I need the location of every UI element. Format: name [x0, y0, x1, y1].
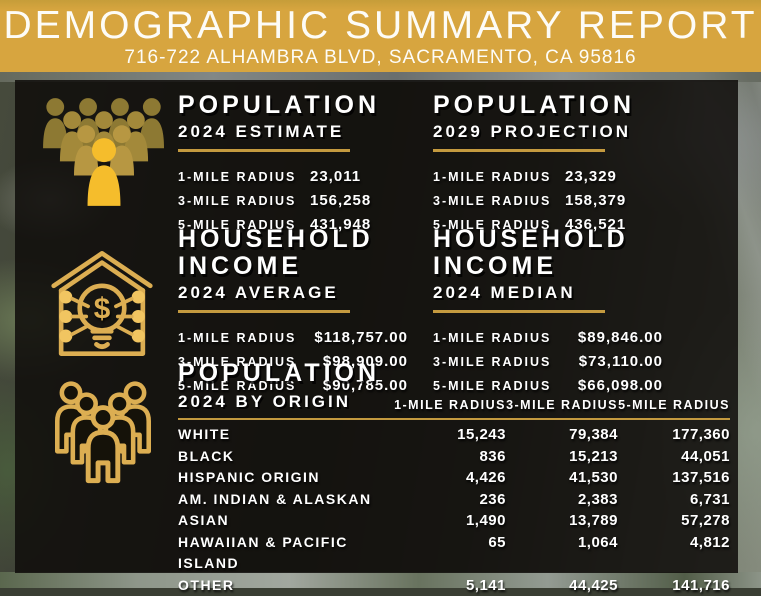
radius-value: $118,757.00 [310, 326, 408, 349]
origin-value-5mi: 137,516 [618, 467, 730, 489]
stat-row: 1-MILE RADIUS $118,757.00 [178, 326, 433, 350]
origin-label: AM. INDIAN & ALASKAN [178, 489, 394, 511]
table-row: ASIAN 1,490 13,789 57,278 [178, 510, 730, 532]
origin-value-1mi: 65 [394, 532, 506, 554]
origin-value-3mi: 2,383 [506, 489, 618, 511]
population-crowd-icon [29, 86, 179, 218]
column-header-3-mile: 3-MILE RADIUS [506, 398, 618, 412]
section-subtitle: 2024 AVERAGE [178, 283, 433, 303]
gold-divider [433, 149, 605, 152]
section-subtitle: 2024 ESTIMATE [178, 122, 433, 142]
origin-value-5mi: 177,360 [618, 424, 730, 446]
table-row: AM. INDIAN & ALASKAN 236 2,383 6,731 [178, 489, 730, 511]
origin-label: OTHER [178, 575, 394, 596]
household-income-house-bulb-icon: $ [29, 232, 175, 362]
radius-value: 156,258 [310, 189, 433, 212]
stat-row: 1-MILE RADIUS 23,329 [433, 165, 733, 189]
origin-value-3mi: 13,789 [506, 510, 618, 532]
origin-label: HAWAIIAN & PACIFIC ISLAND [178, 532, 394, 575]
origin-value-3mi: 79,384 [506, 424, 618, 446]
column-header-1-mile: 1-MILE RADIUS [394, 398, 506, 412]
origin-value-3mi: 44,425 [506, 575, 618, 596]
stat-row: 3-MILE RADIUS 158,379 [433, 189, 733, 213]
section-title: POPULATION [433, 92, 733, 119]
content-panel: $ POPULATION 2024 ESTIMATE 1-MILE RADIUS… [15, 80, 738, 573]
origin-value-5mi: 4,812 [618, 532, 730, 554]
table-row: HAWAIIAN & PACIFIC ISLAND 65 1,064 4,812 [178, 532, 730, 575]
section-subtitle: 2029 PROJECTION [433, 122, 733, 142]
origin-value-1mi: 836 [394, 446, 506, 468]
stat-row: 1-MILE RADIUS $89,846.00 [433, 326, 733, 350]
origin-value-1mi: 4,426 [394, 467, 506, 489]
radius-value: $89,846.00 [565, 326, 663, 349]
origin-value-5mi: 44,051 [618, 446, 730, 468]
column-header-5-mile: 5-MILE RADIUS [618, 398, 730, 412]
radius-label: 1-MILE RADIUS [433, 327, 565, 350]
origin-label: BLACK [178, 446, 394, 468]
origin-value-1mi: 236 [394, 489, 506, 511]
origin-value-1mi: 5,141 [394, 575, 506, 596]
radius-label: 3-MILE RADIUS [178, 190, 310, 213]
section-population-by-origin: POPULATION 2024 BY ORIGIN 1-MILE RADIUS … [178, 360, 730, 596]
section-subtitle: 2024 BY ORIGIN [178, 392, 394, 412]
section-title: POPULATION [178, 360, 730, 387]
origin-value-5mi: 57,278 [618, 510, 730, 532]
radius-label: 3-MILE RADIUS [433, 190, 565, 213]
radius-label: 1-MILE RADIUS [178, 327, 310, 350]
radius-label: 1-MILE RADIUS [433, 166, 565, 189]
svg-text:$: $ [94, 292, 111, 325]
table-row: BLACK 836 15,213 44,051 [178, 446, 730, 468]
radius-label: 1-MILE RADIUS [178, 166, 310, 189]
radius-value: 158,379 [565, 189, 733, 212]
section-population-2029-projection: POPULATION 2029 PROJECTION 1-MILE RADIUS… [433, 92, 733, 237]
origin-label: ASIAN [178, 510, 394, 532]
origin-table: WHITE 15,243 79,384 177,360 BLACK 836 15… [178, 424, 730, 596]
population-origin-group-icon [39, 364, 167, 502]
gold-divider [178, 149, 350, 152]
origin-value-1mi: 1,490 [394, 510, 506, 532]
table-row: WHITE 15,243 79,384 177,360 [178, 424, 730, 446]
origin-label: WHITE [178, 424, 394, 446]
radius-value: 23,011 [310, 165, 433, 188]
origin-value-1mi: 15,243 [394, 424, 506, 446]
table-row: OTHER 5,141 44,425 141,716 [178, 575, 730, 596]
section-title: HOUSEHOLD INCOME [178, 226, 433, 280]
table-row: HISPANIC ORIGIN 4,426 41,530 137,516 [178, 467, 730, 489]
gold-divider [178, 310, 350, 313]
stat-row: 1-MILE RADIUS 23,011 [178, 165, 433, 189]
origin-value-3mi: 41,530 [506, 467, 618, 489]
origin-value-3mi: 1,064 [506, 532, 618, 554]
stat-row: 3-MILE RADIUS 156,258 [178, 189, 433, 213]
gold-divider [433, 310, 605, 313]
section-subtitle: 2024 MEDIAN [433, 283, 733, 303]
origin-value-3mi: 15,213 [506, 446, 618, 468]
radius-value: 23,329 [565, 165, 733, 188]
section-population-2024-estimate: POPULATION 2024 ESTIMATE 1-MILE RADIUS 2… [178, 92, 433, 237]
section-title: HOUSEHOLD INCOME [433, 226, 733, 280]
report-header: DEMOGRAPHIC SUMMARY REPORT 716-722 ALHAM… [0, 0, 761, 72]
origin-value-5mi: 6,731 [618, 489, 730, 511]
section-title: POPULATION [178, 92, 433, 119]
origin-value-5mi: 141,716 [618, 575, 730, 596]
property-address: 716-722 ALHAMBRA BLVD, SACRAMENTO, CA 95… [0, 47, 761, 68]
page-title: DEMOGRAPHIC SUMMARY REPORT [0, 5, 761, 47]
origin-label: HISPANIC ORIGIN [178, 467, 394, 489]
origin-table-header: 2024 BY ORIGIN 1-MILE RADIUS 3-MILE RADI… [178, 392, 730, 420]
